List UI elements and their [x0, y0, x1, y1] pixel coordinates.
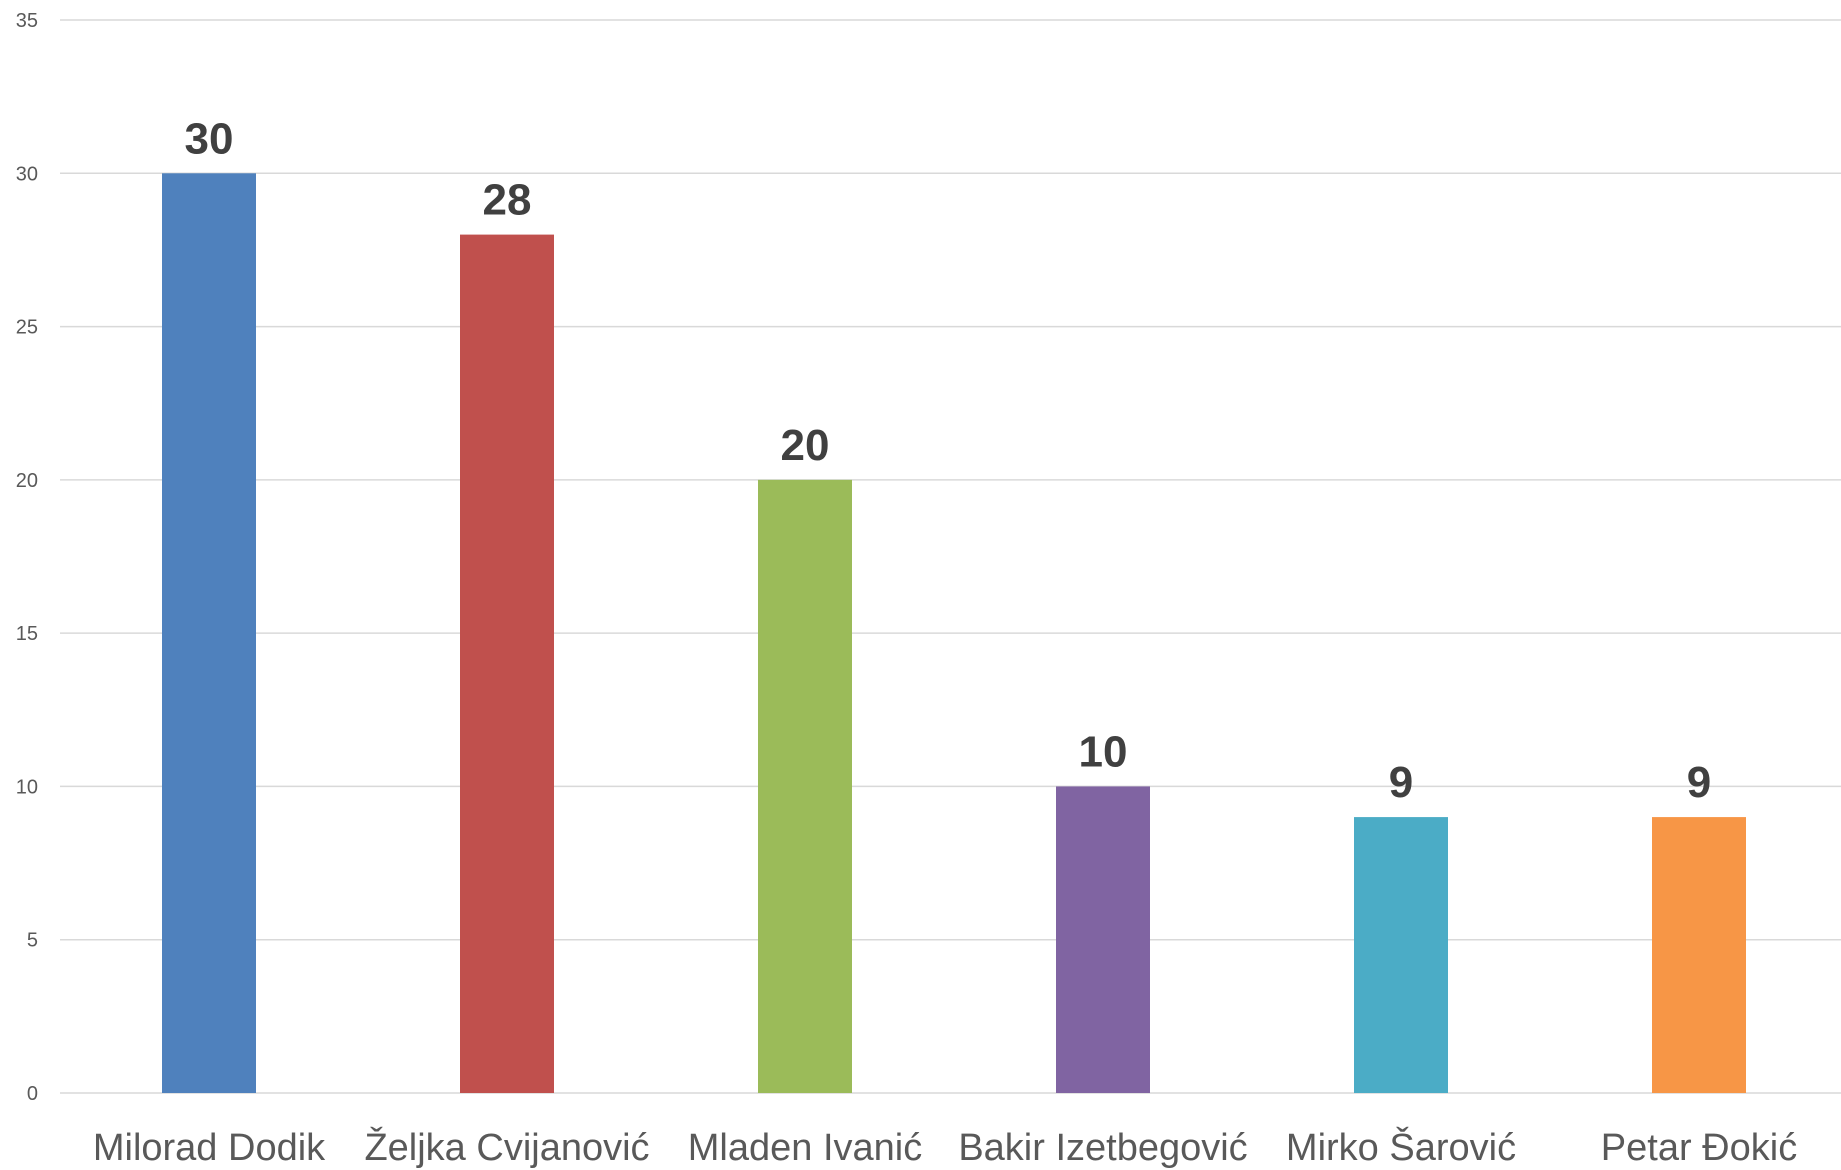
y-tick-label: 30 [16, 163, 38, 185]
category-label: Mladen Ivanić [688, 1127, 922, 1169]
y-tick-label: 15 [16, 623, 38, 645]
bar [1056, 786, 1150, 1093]
y-tick-label: 5 [27, 930, 38, 952]
bar [1652, 817, 1746, 1093]
bar [460, 234, 554, 1094]
x-axis-category-labels: Milorad Dodik Željka Cvijanović Mladen Iva… [93, 1125, 1797, 1169]
data-labels: 30 28 20 10 9 9 [185, 114, 1712, 807]
category-label: Mirko Šarović [1286, 1125, 1516, 1169]
category-label: Željka Cvijanović [364, 1126, 649, 1169]
y-tick-label: 35 [16, 10, 38, 32]
bar [758, 479, 852, 1093]
bar [162, 173, 256, 1094]
data-label: 20 [781, 421, 830, 470]
bars [162, 173, 1746, 1094]
data-label: 30 [185, 114, 234, 163]
y-axis-tick-labels: 0 5 10 15 20 25 30 35 [16, 10, 38, 1105]
category-label: Milorad Dodik [93, 1127, 326, 1169]
category-label: Petar Đokić [1601, 1127, 1797, 1169]
y-tick-label: 20 [16, 470, 38, 492]
y-tick-label: 0 [27, 1083, 38, 1105]
y-tick-label: 10 [16, 776, 38, 798]
gridlines [60, 19, 1841, 1094]
data-label: 9 [1389, 758, 1413, 807]
data-label: 9 [1687, 758, 1711, 807]
category-label: Bakir Izetbegović [958, 1127, 1247, 1169]
data-label: 10 [1079, 727, 1128, 776]
y-tick-label: 25 [16, 317, 38, 339]
bar [1354, 817, 1448, 1093]
data-label: 28 [483, 176, 532, 225]
